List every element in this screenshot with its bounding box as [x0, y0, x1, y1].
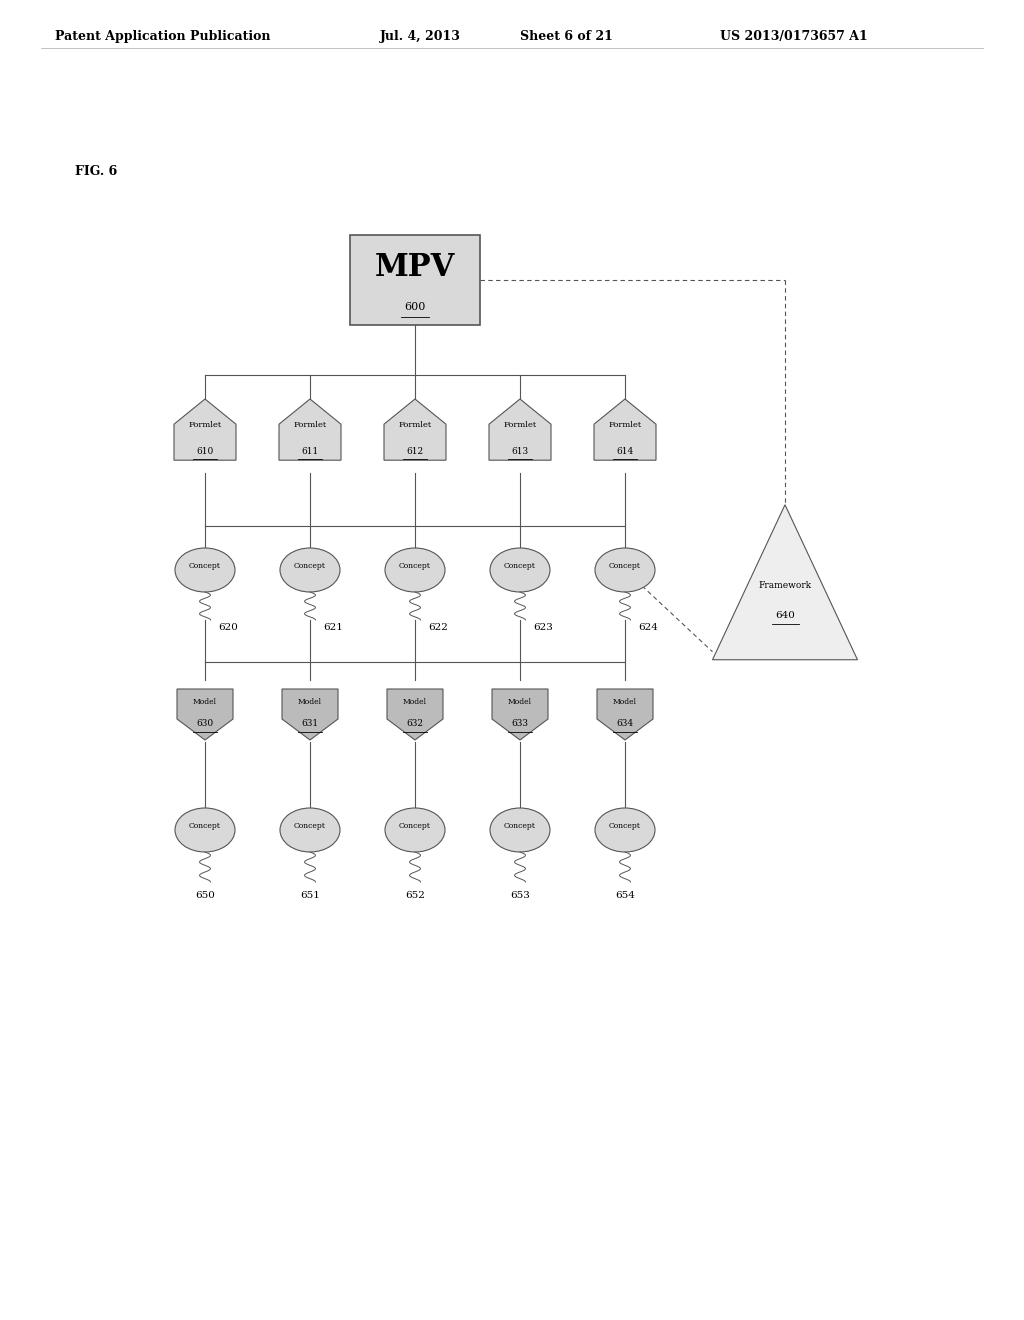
Text: 620: 620: [218, 623, 238, 632]
Text: Concept: Concept: [189, 822, 221, 830]
Text: Formlet: Formlet: [398, 421, 432, 429]
Text: 623: 623: [534, 623, 553, 632]
Text: 640: 640: [775, 610, 795, 619]
Polygon shape: [384, 399, 446, 461]
Ellipse shape: [385, 808, 445, 851]
Text: 653: 653: [510, 891, 530, 899]
Text: Concept: Concept: [294, 822, 326, 830]
Text: 600: 600: [404, 302, 426, 312]
Ellipse shape: [595, 808, 655, 851]
Text: Sheet 6 of 21: Sheet 6 of 21: [520, 30, 613, 44]
Text: 651: 651: [300, 891, 319, 899]
Ellipse shape: [490, 808, 550, 851]
Text: 633: 633: [512, 719, 528, 729]
Text: Formlet: Formlet: [188, 421, 221, 429]
Ellipse shape: [280, 808, 340, 851]
Polygon shape: [489, 399, 551, 461]
Text: 654: 654: [615, 891, 635, 899]
Text: Concept: Concept: [189, 562, 221, 570]
Text: Model: Model: [403, 698, 427, 706]
Polygon shape: [492, 689, 548, 741]
Polygon shape: [279, 399, 341, 461]
Text: Patent Application Publication: Patent Application Publication: [55, 30, 270, 44]
Text: Concept: Concept: [294, 562, 326, 570]
Text: 652: 652: [406, 891, 425, 899]
Text: Model: Model: [298, 698, 322, 706]
Text: 650: 650: [195, 891, 215, 899]
Text: 611: 611: [301, 446, 318, 455]
Text: Formlet: Formlet: [608, 421, 642, 429]
Text: Framework: Framework: [759, 581, 812, 590]
Polygon shape: [594, 399, 656, 461]
Text: 632: 632: [407, 719, 424, 729]
Text: Formlet: Formlet: [293, 421, 327, 429]
Text: 624: 624: [638, 623, 657, 632]
Text: 612: 612: [407, 446, 424, 455]
Polygon shape: [282, 689, 338, 741]
Text: 631: 631: [301, 719, 318, 729]
Text: Model: Model: [193, 698, 217, 706]
Polygon shape: [597, 689, 653, 741]
Text: Concept: Concept: [399, 822, 431, 830]
Text: Formlet: Formlet: [504, 421, 537, 429]
Text: Concept: Concept: [399, 562, 431, 570]
Polygon shape: [713, 504, 857, 660]
Text: Concept: Concept: [504, 562, 536, 570]
Text: 622: 622: [428, 623, 447, 632]
Text: Model: Model: [508, 698, 532, 706]
Polygon shape: [174, 399, 236, 461]
Text: Model: Model: [613, 698, 637, 706]
Ellipse shape: [385, 548, 445, 591]
Text: Concept: Concept: [609, 562, 641, 570]
Text: Concept: Concept: [609, 822, 641, 830]
Ellipse shape: [595, 548, 655, 591]
Polygon shape: [387, 689, 443, 741]
Text: 630: 630: [197, 719, 214, 729]
Text: 610: 610: [197, 446, 214, 455]
Text: 634: 634: [616, 719, 634, 729]
Text: Jul. 4, 2013: Jul. 4, 2013: [380, 30, 461, 44]
Text: FIG. 6: FIG. 6: [75, 165, 118, 178]
Text: 613: 613: [511, 446, 528, 455]
Text: US 2013/0173657 A1: US 2013/0173657 A1: [720, 30, 867, 44]
FancyBboxPatch shape: [350, 235, 480, 325]
Text: MPV: MPV: [375, 252, 456, 284]
Ellipse shape: [490, 548, 550, 591]
Text: Concept: Concept: [504, 822, 536, 830]
Text: 614: 614: [616, 446, 634, 455]
Ellipse shape: [175, 808, 234, 851]
Text: 621: 621: [323, 623, 343, 632]
Polygon shape: [177, 689, 233, 741]
Ellipse shape: [175, 548, 234, 591]
Ellipse shape: [280, 548, 340, 591]
